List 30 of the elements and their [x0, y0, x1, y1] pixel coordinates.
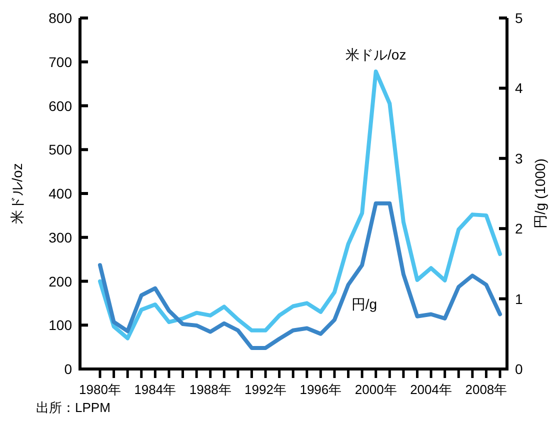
y-axis-title: 米ドル/oz — [9, 163, 25, 224]
x-tick-label: 1980年 — [79, 382, 121, 397]
y-tick-label: 500 — [48, 142, 72, 158]
series-label: 米ドル/oz — [346, 46, 406, 63]
x-tick-label: 1984年 — [134, 382, 176, 397]
x-tick-label: 2000年 — [354, 382, 397, 397]
y-tick-label: 700 — [48, 54, 72, 70]
y2-tick-label: 5 — [515, 10, 523, 26]
y2-tick-label: 4 — [515, 80, 523, 96]
y2-tick-label: 3 — [515, 150, 523, 166]
y2-axis-title: 円/g (1000) — [532, 158, 548, 229]
line-series — [98, 70, 502, 340]
y-tick-label: 400 — [48, 186, 72, 202]
series-label: 円/g — [351, 296, 378, 312]
text: 出所：LPPM — [36, 400, 110, 415]
x-tick-label: 2004年 — [410, 382, 452, 397]
x-tick-label: 1996年 — [300, 382, 342, 397]
y2-tick-label: 0 — [515, 361, 523, 377]
x-tick-label: 2008年 — [465, 382, 508, 397]
y-tick-label: 600 — [48, 98, 72, 114]
y2-tick-label: 2 — [515, 220, 523, 237]
y-tick-label: 100 — [48, 317, 72, 334]
x-tick-label: 1988年 — [189, 382, 232, 397]
y-tick-label: 300 — [48, 229, 72, 246]
line-series — [98, 201, 502, 350]
y-tick-label: 800 — [48, 10, 72, 26]
y2-tick-label: 1 — [515, 290, 523, 307]
y-tick-label: 0 — [64, 361, 72, 377]
y-tick-label: 200 — [48, 273, 72, 290]
x-tick-label: 1992年 — [244, 382, 286, 397]
